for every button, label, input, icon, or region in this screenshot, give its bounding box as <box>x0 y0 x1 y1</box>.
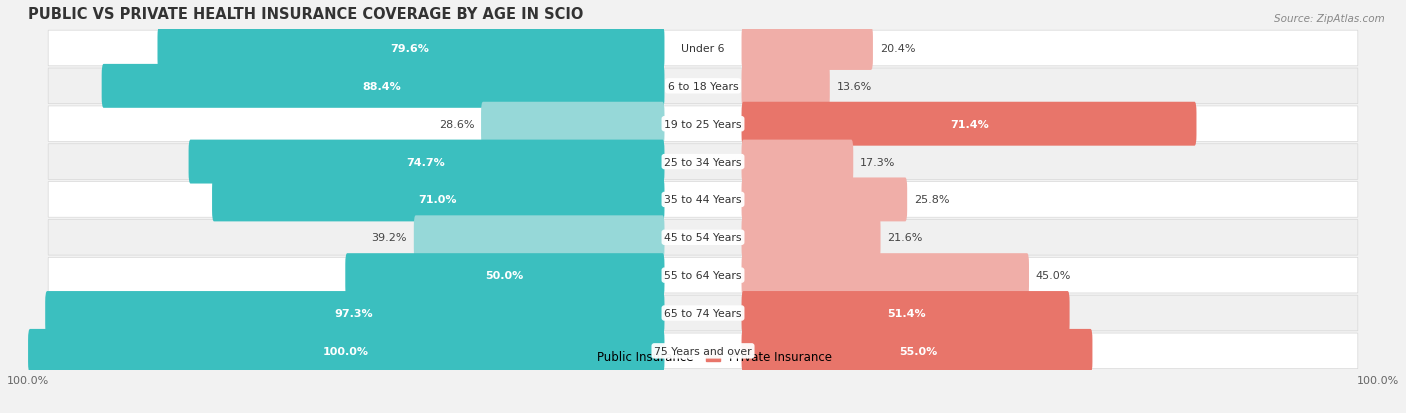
FancyBboxPatch shape <box>741 27 873 71</box>
Text: 55 to 64 Years: 55 to 64 Years <box>664 271 742 280</box>
Text: 20.4%: 20.4% <box>880 44 915 54</box>
Text: 21.6%: 21.6% <box>887 233 922 243</box>
Text: 88.4%: 88.4% <box>363 82 402 92</box>
Text: Source: ZipAtlas.com: Source: ZipAtlas.com <box>1274 14 1385 24</box>
Text: 39.2%: 39.2% <box>371 233 408 243</box>
Text: 65 to 74 Years: 65 to 74 Years <box>664 308 742 318</box>
FancyBboxPatch shape <box>48 145 1358 180</box>
FancyBboxPatch shape <box>48 333 1358 369</box>
FancyBboxPatch shape <box>188 140 665 184</box>
FancyBboxPatch shape <box>741 65 830 109</box>
FancyBboxPatch shape <box>741 216 880 260</box>
FancyBboxPatch shape <box>741 102 1197 146</box>
Text: 50.0%: 50.0% <box>485 271 523 280</box>
FancyBboxPatch shape <box>45 291 665 335</box>
FancyBboxPatch shape <box>48 182 1358 218</box>
FancyBboxPatch shape <box>481 102 665 146</box>
FancyBboxPatch shape <box>741 178 907 222</box>
FancyBboxPatch shape <box>48 31 1358 66</box>
Text: 74.7%: 74.7% <box>406 157 444 167</box>
Text: 13.6%: 13.6% <box>837 82 872 92</box>
Text: 25.8%: 25.8% <box>914 195 949 205</box>
Text: 71.4%: 71.4% <box>950 119 990 129</box>
Text: Under 6: Under 6 <box>682 44 724 54</box>
Text: PUBLIC VS PRIVATE HEALTH INSURANCE COVERAGE BY AGE IN SCIO: PUBLIC VS PRIVATE HEALTH INSURANCE COVER… <box>28 7 583 22</box>
Text: 75 Years and over: 75 Years and over <box>654 346 752 356</box>
FancyBboxPatch shape <box>741 291 1070 335</box>
Text: 51.4%: 51.4% <box>887 308 927 318</box>
Legend: Public Insurance, Private Insurance: Public Insurance, Private Insurance <box>569 345 837 368</box>
Text: 6 to 18 Years: 6 to 18 Years <box>668 82 738 92</box>
FancyBboxPatch shape <box>741 140 853 184</box>
Text: 45 to 54 Years: 45 to 54 Years <box>664 233 742 243</box>
FancyBboxPatch shape <box>48 295 1358 331</box>
Text: 17.3%: 17.3% <box>860 157 896 167</box>
FancyBboxPatch shape <box>346 254 665 297</box>
FancyBboxPatch shape <box>101 65 665 109</box>
Text: 97.3%: 97.3% <box>335 308 373 318</box>
FancyBboxPatch shape <box>413 216 665 260</box>
FancyBboxPatch shape <box>212 178 665 222</box>
Text: 55.0%: 55.0% <box>898 346 936 356</box>
FancyBboxPatch shape <box>157 27 665 71</box>
Text: 28.6%: 28.6% <box>439 119 474 129</box>
FancyBboxPatch shape <box>28 329 665 373</box>
FancyBboxPatch shape <box>48 107 1358 142</box>
Text: 35 to 44 Years: 35 to 44 Years <box>664 195 742 205</box>
FancyBboxPatch shape <box>741 329 1092 373</box>
Text: 71.0%: 71.0% <box>418 195 457 205</box>
Text: 100.0%: 100.0% <box>322 346 368 356</box>
Text: 45.0%: 45.0% <box>1036 271 1071 280</box>
FancyBboxPatch shape <box>48 258 1358 293</box>
FancyBboxPatch shape <box>48 220 1358 256</box>
Text: 25 to 34 Years: 25 to 34 Years <box>664 157 742 167</box>
FancyBboxPatch shape <box>741 254 1029 297</box>
FancyBboxPatch shape <box>48 69 1358 104</box>
Text: 79.6%: 79.6% <box>391 44 429 54</box>
Text: 19 to 25 Years: 19 to 25 Years <box>664 119 742 129</box>
